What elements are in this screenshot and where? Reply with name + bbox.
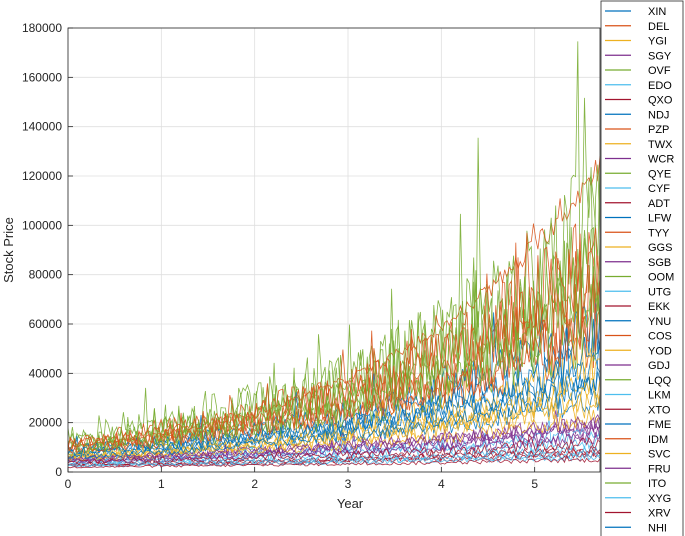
- y-tick-label: 80000: [29, 268, 63, 282]
- legend-label-gdj: GDJ: [648, 360, 670, 372]
- series-line-xyg: [68, 449, 600, 468]
- series-line-fru: [68, 414, 600, 461]
- series-group: [68, 41, 600, 469]
- legend-label-sgb: SGB: [648, 257, 671, 269]
- y-tick-label: 0: [55, 465, 62, 479]
- x-axis-label: Year: [337, 496, 364, 511]
- x-tick-label: 0: [65, 477, 72, 491]
- x-tick-label: 5: [531, 477, 538, 491]
- y-tick-label: 20000: [29, 416, 63, 430]
- grid: [67, 27, 600, 473]
- legend-label-ekk: EKK: [648, 301, 671, 313]
- y-tick-label: 160000: [22, 70, 62, 84]
- plot-area-border: [67, 27, 601, 473]
- legend-label-qxo: QXO: [648, 95, 673, 107]
- legend-label-idm: IDM: [648, 434, 668, 446]
- legend-label-lqq: LQQ: [648, 375, 672, 387]
- series-line-xrv: [68, 454, 600, 469]
- series-line-svc: [68, 353, 600, 459]
- x-tick-label: 4: [438, 477, 445, 491]
- legend-label-svc: SVC: [648, 449, 671, 461]
- x-tick-label: 2: [251, 477, 258, 491]
- legend-label-oom: OOM: [648, 272, 674, 284]
- legend-label-edo: EDO: [648, 80, 672, 92]
- legend-label-xin: XIN: [648, 6, 666, 18]
- series-line-ito: [68, 265, 600, 454]
- legend-label-fru: FRU: [648, 463, 671, 475]
- legend-label-cos: COS: [648, 331, 672, 343]
- legend-label-del: DEL: [648, 21, 669, 33]
- legend-label-cyf: CYF: [648, 183, 670, 195]
- legend-label-ito: ITO: [648, 478, 667, 490]
- series-line-cos: [68, 257, 600, 453]
- y-tick-label: 180000: [22, 21, 62, 35]
- legend-label-ggs: GGS: [648, 242, 672, 254]
- series-lines: [68, 41, 600, 469]
- legend-label-tyy: TYY: [648, 227, 670, 239]
- axes: 0 1 2 3 4 5 0 20000 40000 60000 80000 100000 120000 1…: [22, 21, 601, 491]
- x-tick-label: 1: [158, 477, 165, 491]
- legend-label-xyg: XYG: [648, 493, 671, 505]
- legend-label-lkm: LKM: [648, 390, 671, 402]
- legend-label-ynu: YNU: [648, 316, 671, 328]
- y-tick-label: 40000: [29, 366, 63, 380]
- legend-label-lfw: LFW: [648, 213, 672, 225]
- legend-label-twx: TWX: [648, 139, 673, 151]
- legend-label-nhi: NHI: [648, 522, 667, 534]
- series-line-qhr: [68, 227, 600, 450]
- y-tick-label: 60000: [29, 317, 63, 331]
- legend-label-xrv: XRV: [648, 508, 671, 520]
- series-line-oom: [68, 213, 600, 455]
- series-line-gdj: [68, 425, 600, 463]
- legend-label-adt: ADT: [648, 198, 670, 210]
- x-tick-label: 3: [345, 477, 352, 491]
- y-axis-label: Stock Price: [1, 217, 16, 283]
- y-tick-label: 140000: [22, 120, 62, 134]
- legend-label-ndj: NDJ: [648, 109, 669, 121]
- legend-label-xto: XTO: [648, 404, 671, 416]
- legend-label-fme: FME: [648, 419, 671, 431]
- legend-label-yod: YOD: [648, 345, 672, 357]
- legend-label-utg: UTG: [648, 286, 671, 298]
- legend-box: [600, 0, 684, 536]
- legend-label-ygi: YGI: [648, 36, 667, 48]
- series-line-nhi: [68, 371, 600, 460]
- legend-label-wcr: WCR: [648, 154, 674, 166]
- series-line-idm: [68, 272, 600, 454]
- legend-label-pzp: PZP: [648, 124, 669, 136]
- legend-label-ovf: OVF: [648, 65, 671, 77]
- y-tick-label: 100000: [22, 218, 62, 232]
- y-tick-label: 120000: [22, 169, 62, 183]
- legend-label-sgy: SGY: [648, 50, 672, 62]
- legend-label-qye: QYE: [648, 168, 671, 180]
- legend: XIN DEL YGI SGY OVF EDO QXO NDJ PZP TWX WCR QYE CYF A…: [600, 0, 684, 536]
